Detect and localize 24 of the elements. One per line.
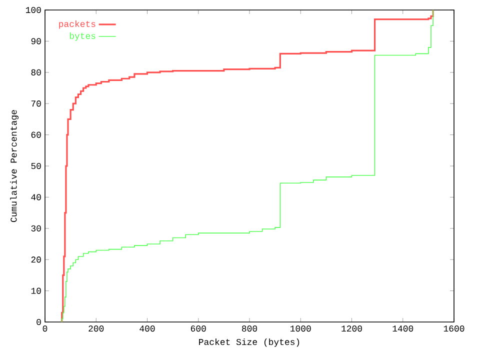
x-tick-label: 600 [190,326,206,332]
legend-label: bytes [70,32,96,41]
x-tick-label: 1600 [444,326,464,332]
y-tick-label: 70 [31,100,41,107]
y-tick-label: 80 [31,69,41,76]
y-tick-label: 60 [31,132,41,138]
y-axis-title: Cumulative Percentage [10,110,18,222]
legend-label: packets [59,20,96,29]
x-tick-label: 1000 [290,326,311,332]
x-tick-label: 800 [242,326,258,332]
y-tick-label: 30 [31,225,41,232]
x-axis-title: Packet Size (bytes) [199,338,300,347]
y-tick-label: 10 [31,288,41,294]
x-tick-label: 0 [42,326,48,332]
y-tick-label: 0 [36,318,41,326]
y-tick-label: 40 [31,194,41,200]
y-tick-label: 90 [31,38,41,44]
x-tick-label: 400 [140,326,155,332]
x-tick-label: 200 [88,326,104,332]
x-tick-label: 1200 [342,326,362,332]
x-tick-label: 1400 [392,326,414,332]
y-tick-label: 50 [31,162,41,170]
y-tick-label: 100 [26,6,41,14]
y-tick-label: 20 [31,256,41,263]
